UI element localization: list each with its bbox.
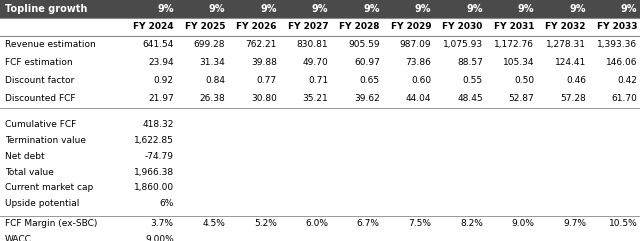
Text: 8.2%: 8.2%	[460, 219, 483, 228]
Text: 9.0%: 9.0%	[511, 219, 534, 228]
Text: FY 2032: FY 2032	[545, 22, 586, 32]
Text: Topline growth: Topline growth	[5, 4, 88, 14]
Text: 105.34: 105.34	[503, 59, 534, 67]
Text: 0.65: 0.65	[360, 76, 380, 86]
Text: 4.5%: 4.5%	[202, 219, 225, 228]
Text: 830.81: 830.81	[297, 40, 328, 49]
Text: FY 2030: FY 2030	[442, 22, 483, 32]
Text: 26.38: 26.38	[200, 94, 225, 103]
Text: 61.70: 61.70	[612, 94, 637, 103]
Text: 0.84: 0.84	[205, 76, 225, 86]
Text: 9%: 9%	[364, 4, 380, 14]
Text: 9%: 9%	[570, 4, 586, 14]
Text: FCF Margin (ex-SBC): FCF Margin (ex-SBC)	[5, 219, 97, 228]
Text: 52.87: 52.87	[509, 94, 534, 103]
Text: 0.50: 0.50	[515, 76, 534, 86]
Text: 6.7%: 6.7%	[357, 219, 380, 228]
Text: 0.42: 0.42	[618, 76, 637, 86]
Text: 1,393.36: 1,393.36	[597, 40, 637, 49]
Text: 6.0%: 6.0%	[305, 219, 328, 228]
Text: 49.70: 49.70	[303, 59, 328, 67]
Text: 9%: 9%	[415, 4, 431, 14]
Text: 30.80: 30.80	[251, 94, 276, 103]
Text: 35.21: 35.21	[303, 94, 328, 103]
Text: 88.57: 88.57	[457, 59, 483, 67]
Text: 418.32: 418.32	[142, 120, 173, 129]
Text: Upside potential: Upside potential	[5, 199, 79, 208]
Text: 1,860.00: 1,860.00	[134, 183, 173, 192]
Text: 762.21: 762.21	[245, 40, 276, 49]
Text: FY 2028: FY 2028	[339, 22, 380, 32]
Text: 987.09: 987.09	[400, 40, 431, 49]
Text: FY 2024: FY 2024	[133, 22, 173, 32]
Text: 73.86: 73.86	[406, 59, 431, 67]
Text: 9%: 9%	[157, 4, 173, 14]
Text: Discounted FCF: Discounted FCF	[5, 94, 76, 103]
Text: 9%: 9%	[312, 4, 328, 14]
Text: 1,622.85: 1,622.85	[134, 136, 173, 145]
Text: 9%: 9%	[467, 4, 483, 14]
Text: 9.00%: 9.00%	[145, 235, 173, 241]
Text: 0.46: 0.46	[566, 76, 586, 86]
Text: FY 2027: FY 2027	[287, 22, 328, 32]
Text: 1,278.31: 1,278.31	[546, 40, 586, 49]
Text: FCF estimation: FCF estimation	[5, 59, 72, 67]
Text: 124.41: 124.41	[555, 59, 586, 67]
Text: -74.79: -74.79	[145, 152, 173, 161]
Text: 1,172.76: 1,172.76	[494, 40, 534, 49]
Text: 57.28: 57.28	[560, 94, 586, 103]
Text: 23.94: 23.94	[148, 59, 173, 67]
Text: Cumulative FCF: Cumulative FCF	[5, 120, 76, 129]
Text: 146.06: 146.06	[606, 59, 637, 67]
Text: 0.60: 0.60	[412, 76, 431, 86]
Text: 21.97: 21.97	[148, 94, 173, 103]
Text: FY 2033: FY 2033	[597, 22, 637, 32]
Text: 0.92: 0.92	[154, 76, 173, 86]
Text: 641.54: 641.54	[142, 40, 173, 49]
Text: 48.45: 48.45	[457, 94, 483, 103]
Text: Total value: Total value	[5, 167, 54, 176]
Text: Discount factor: Discount factor	[5, 76, 74, 86]
Text: 1,075.93: 1,075.93	[443, 40, 483, 49]
Text: 6%: 6%	[159, 199, 173, 208]
Text: Revenue estimation: Revenue estimation	[5, 40, 96, 49]
Text: FY 2025: FY 2025	[185, 22, 225, 32]
Text: 905.59: 905.59	[348, 40, 380, 49]
Text: 39.62: 39.62	[354, 94, 380, 103]
Text: 39.88: 39.88	[251, 59, 276, 67]
Text: 9.7%: 9.7%	[563, 219, 586, 228]
Text: FY 2026: FY 2026	[236, 22, 276, 32]
Text: FY 2031: FY 2031	[494, 22, 534, 32]
Text: 0.77: 0.77	[257, 76, 276, 86]
Text: Net debt: Net debt	[5, 152, 45, 161]
Text: 31.34: 31.34	[200, 59, 225, 67]
Text: 1,966.38: 1,966.38	[134, 167, 173, 176]
Text: 699.28: 699.28	[194, 40, 225, 49]
Text: 60.97: 60.97	[354, 59, 380, 67]
Text: 3.7%: 3.7%	[151, 219, 173, 228]
Text: 9%: 9%	[209, 4, 225, 14]
Text: 9%: 9%	[260, 4, 276, 14]
Text: 0.55: 0.55	[463, 76, 483, 86]
Text: WACC: WACC	[5, 235, 32, 241]
Text: 7.5%: 7.5%	[408, 219, 431, 228]
Text: 9%: 9%	[518, 4, 534, 14]
Text: Termination value: Termination value	[5, 136, 86, 145]
Text: 9%: 9%	[621, 4, 637, 14]
Text: Current market cap: Current market cap	[5, 183, 93, 192]
Text: 44.04: 44.04	[406, 94, 431, 103]
Bar	[0, 0, 640, 18]
Text: 10.5%: 10.5%	[609, 219, 637, 228]
Text: 0.71: 0.71	[308, 76, 328, 86]
Text: FY 2029: FY 2029	[390, 22, 431, 32]
Text: 5.2%: 5.2%	[254, 219, 276, 228]
